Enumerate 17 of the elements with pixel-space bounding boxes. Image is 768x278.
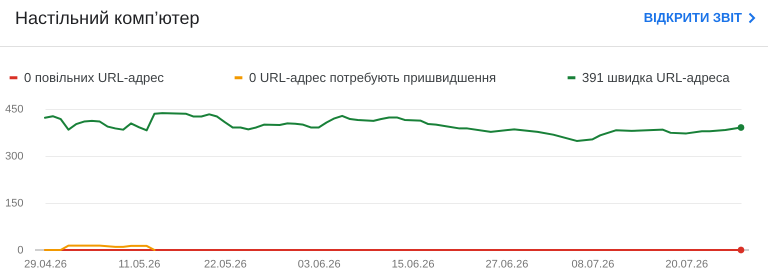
y-tick-label: 450 (5, 104, 24, 116)
legend-label: 0 URL-адрес потребують пришвидшення (249, 70, 496, 85)
x-tick-label: 03.06.26 (298, 258, 341, 270)
x-tick-label: 08.07.26 (572, 258, 614, 270)
y-tick-label: 300 (5, 150, 24, 162)
legend-label: 0 повільних URL-адрес (24, 70, 164, 85)
x-tick-label: 20.07.26 (665, 258, 708, 270)
x-tick-label: 15.06.26 (392, 258, 434, 270)
legend-label: 391 швидка URL-адреса (582, 70, 730, 85)
x-tick-label: 11.05.26 (118, 258, 160, 270)
y-tick-label: 150 (5, 198, 24, 210)
y-tick-label: 0 (17, 244, 24, 256)
x-tick-label: 27.06.26 (485, 258, 528, 270)
chart-title: Настільний комп’ютер (15, 8, 200, 29)
text: ВІДКРИТИ ЗВІТ (644, 10, 742, 25)
x-tick-label: 22.05.26 (204, 258, 247, 270)
x-tick-label: 29.04.26 (24, 258, 67, 270)
